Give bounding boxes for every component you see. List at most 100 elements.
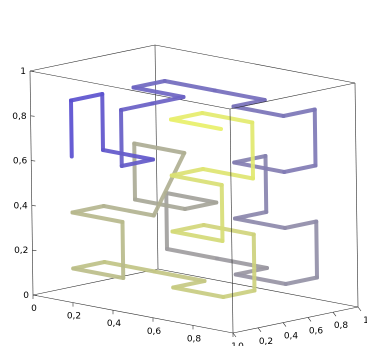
z-tick-mark: [31, 160, 36, 162]
curve-segment: [201, 223, 256, 237]
curve-segment: [119, 101, 155, 112]
curve-segment: [212, 88, 267, 102]
bounding-box-back-edges: [29, 44, 359, 308]
curve-segment: [233, 216, 287, 230]
box-edge: [232, 306, 359, 334]
box-edge: [157, 268, 359, 308]
curve-segment: [69, 98, 74, 159]
axis-ticks: 00,20,40,60,8100,20,40,60,8100,20,40,60,…: [12, 67, 367, 346]
y-tick-mark: [357, 306, 362, 312]
x-tick-label: 0,4: [107, 319, 122, 329]
box-edge: [229, 108, 234, 334]
curve-segment: [151, 151, 187, 218]
box-edge: [32, 294, 234, 334]
curve-segment: [314, 219, 319, 280]
curve-segment: [231, 104, 286, 118]
z-tick-mark: [30, 115, 35, 117]
z-tick-mark: [32, 294, 38, 296]
y-tick-mark: [257, 327, 262, 332]
box-edge: [29, 70, 231, 110]
z-tick-label: 0,4: [13, 201, 28, 211]
curve-segment: [221, 288, 257, 299]
curve-segment: [71, 266, 126, 280]
box-edge: [29, 70, 34, 296]
curve-segment: [200, 111, 255, 125]
box-edge: [154, 44, 356, 84]
curve-segment: [233, 266, 269, 277]
curve-segment: [120, 220, 126, 280]
curve-segment: [119, 157, 155, 168]
z-tick-mark: [31, 205, 36, 207]
curve-segment: [170, 223, 206, 234]
curve-segment: [232, 160, 287, 174]
curve-segment: [170, 229, 225, 243]
y-tick-mark: [332, 312, 337, 317]
curve-segment: [232, 154, 268, 165]
curve-segment: [162, 79, 217, 93]
curve-segment: [101, 148, 155, 162]
y-tick-label: 0: [238, 342, 244, 346]
curve-segment: [169, 117, 223, 131]
curve-segment: [312, 107, 318, 168]
curve-segment: [132, 141, 187, 155]
curve-segment: [165, 247, 219, 261]
box-edge: [29, 44, 156, 72]
z-tick-label: 0,2: [14, 246, 28, 256]
curve-segment: [164, 191, 169, 251]
curve-segment: [71, 260, 107, 271]
x-tick-label: 0,6: [147, 327, 162, 337]
curve-segment: [283, 219, 319, 230]
curve-segment: [169, 111, 205, 122]
curve-segment: [183, 200, 219, 211]
curve-segment: [100, 92, 105, 152]
curve-segment: [233, 210, 269, 221]
box-edge: [154, 44, 159, 270]
box-edge: [32, 268, 159, 296]
x-tick-label: 0,8: [187, 334, 202, 344]
curve-segment: [152, 269, 207, 283]
curve-segment: [171, 285, 226, 299]
y-tick-mark: [232, 332, 237, 338]
x-tick-label: 0,2: [67, 312, 81, 322]
curve-segment: [171, 279, 207, 290]
z-tick-mark: [29, 70, 35, 72]
box-edge: [229, 82, 356, 110]
curve-segment: [263, 154, 269, 214]
curve-segment: [150, 95, 186, 106]
y-tick-label: 0,6: [309, 326, 324, 336]
z-tick-label: 0: [23, 291, 29, 301]
curve-segment: [231, 98, 267, 109]
y-tick-label: 1: [363, 316, 367, 326]
curve-segment: [283, 275, 319, 286]
curve-segment: [250, 120, 255, 181]
curve-segment: [164, 191, 219, 205]
curve-segments: [69, 79, 319, 299]
curve-segment: [102, 260, 157, 274]
z-tick-label: 0,8: [12, 112, 27, 122]
z-tick-mark: [32, 249, 37, 251]
curve-segment: [70, 210, 125, 224]
y-tick-label: 0,4: [284, 332, 299, 342]
y-tick-label: 0,2: [259, 337, 273, 346]
y-tick-label: 0,8: [334, 321, 349, 331]
curve-segment: [101, 204, 156, 218]
curve-segment: [219, 183, 225, 243]
curve-segment: [201, 167, 255, 181]
curve-segment: [215, 256, 269, 270]
curve-segment: [169, 167, 205, 178]
x-tick-label: 1: [231, 342, 237, 346]
bounding-box-front-edges: [32, 82, 359, 334]
z-tick-label: 1: [20, 67, 26, 77]
z-tick-label: 0,6: [13, 157, 28, 167]
curve-segment: [69, 92, 105, 103]
curve-segment: [169, 173, 224, 187]
curve-segment: [132, 141, 137, 202]
curve-segment: [233, 272, 288, 286]
curve-segment: [131, 85, 186, 99]
curve-segment: [131, 79, 167, 90]
y-tick-mark: [307, 317, 312, 322]
box-edge: [354, 82, 359, 308]
curve-segment: [119, 108, 124, 168]
y-tick-mark: [282, 322, 287, 327]
